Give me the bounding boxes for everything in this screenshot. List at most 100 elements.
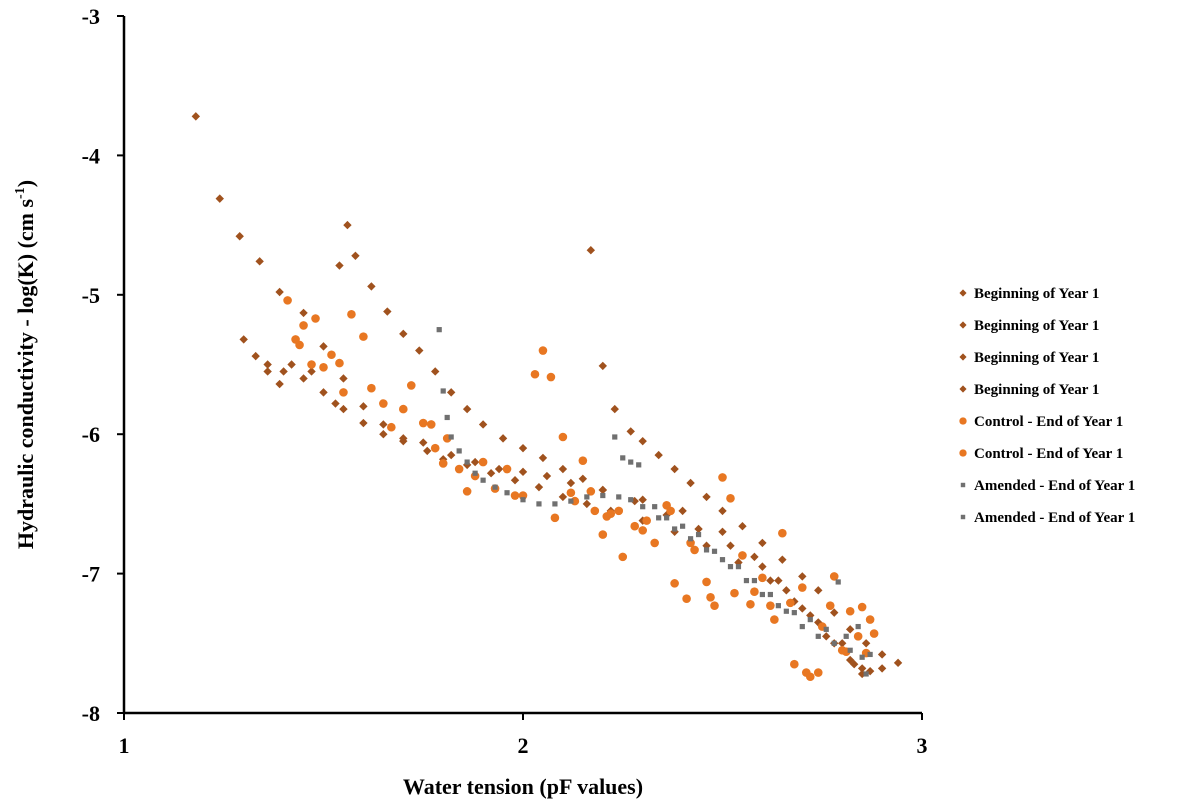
circle-point bbox=[283, 296, 292, 305]
square-point bbox=[799, 623, 805, 630]
circle-point bbox=[750, 587, 759, 597]
legend-item: Amended - End of Year 1 bbox=[960, 510, 1135, 526]
diamond-point bbox=[359, 402, 368, 411]
circle-point bbox=[387, 422, 396, 432]
diamond-point bbox=[686, 478, 695, 488]
y-tick-label: -4 bbox=[82, 143, 100, 168]
diamond-point bbox=[383, 307, 392, 316]
square-point bbox=[616, 494, 622, 500]
square-point bbox=[628, 459, 634, 465]
circle-point bbox=[558, 432, 568, 442]
legend-label: Control - End of Year 1 bbox=[974, 446, 1123, 462]
circle-point bbox=[690, 545, 699, 555]
diamond-point bbox=[558, 492, 568, 502]
diamond-point bbox=[558, 464, 568, 474]
diamond-point bbox=[239, 335, 248, 344]
y-axis-title-end: ) bbox=[13, 180, 38, 187]
circle-point bbox=[327, 350, 336, 360]
circle-point bbox=[311, 314, 320, 323]
circle-point bbox=[347, 310, 356, 319]
legend-square-marker bbox=[960, 482, 966, 488]
circle-point bbox=[869, 629, 879, 638]
circle-point bbox=[550, 513, 560, 523]
square-point bbox=[711, 548, 718, 554]
diamond-point bbox=[287, 360, 296, 369]
diamond-point bbox=[462, 404, 472, 414]
diamond-point bbox=[582, 499, 592, 509]
square-point bbox=[847, 647, 853, 653]
x-axis: 1 2 3 bbox=[119, 711, 928, 758]
circle-point bbox=[702, 577, 711, 587]
diamond-point bbox=[299, 374, 308, 383]
square-point bbox=[620, 455, 626, 461]
legend-item: Beginning of Year 1 bbox=[959, 318, 1099, 334]
square-point bbox=[855, 623, 861, 630]
diamond-point bbox=[798, 572, 807, 581]
circle-point bbox=[853, 632, 863, 641]
legend-item: Control - End of Year 1 bbox=[959, 414, 1123, 430]
square-point bbox=[652, 504, 658, 510]
circle-point bbox=[630, 521, 640, 531]
circle-point bbox=[454, 464, 464, 474]
circle-point bbox=[367, 383, 376, 393]
circle-point bbox=[359, 332, 368, 341]
diamond-point bbox=[822, 632, 831, 641]
diamond-point bbox=[893, 658, 903, 668]
square-point bbox=[743, 577, 750, 584]
diamond-point bbox=[275, 379, 284, 389]
diamond-point bbox=[359, 418, 368, 428]
circle-point bbox=[790, 659, 799, 669]
circle-point bbox=[586, 487, 596, 496]
circle-point bbox=[766, 601, 775, 610]
diamond-point bbox=[638, 436, 647, 446]
square-point bbox=[440, 388, 446, 394]
diamond-point bbox=[379, 420, 388, 429]
square-point bbox=[456, 448, 462, 454]
diamond-point bbox=[726, 541, 735, 550]
diamond-point bbox=[578, 474, 588, 484]
diamond-point bbox=[518, 443, 528, 453]
square-point bbox=[783, 608, 789, 614]
circle-point bbox=[857, 602, 867, 612]
square-point bbox=[831, 640, 837, 646]
diamond-point bbox=[379, 430, 388, 439]
circle-point bbox=[638, 526, 647, 535]
legend-diamond-marker bbox=[959, 289, 967, 297]
circle-point bbox=[670, 579, 679, 588]
legend-label: Beginning of Year 1 bbox=[974, 286, 1099, 302]
diamond-point bbox=[263, 367, 272, 376]
diamond-point bbox=[838, 639, 847, 648]
legend-square-marker bbox=[960, 514, 966, 520]
diamond-point bbox=[494, 464, 504, 474]
diamond-point bbox=[339, 404, 348, 414]
diamond-point bbox=[678, 506, 687, 516]
diamond-point bbox=[782, 586, 791, 595]
square-point bbox=[687, 536, 694, 542]
diamond-point bbox=[566, 478, 576, 488]
diamond-point bbox=[830, 608, 839, 617]
diamond-point bbox=[702, 541, 711, 550]
diamond-point bbox=[778, 555, 787, 564]
square-point bbox=[759, 591, 765, 598]
diamond-point bbox=[774, 576, 783, 585]
diamond-point bbox=[251, 351, 260, 361]
circle-point bbox=[770, 615, 779, 624]
circle-point bbox=[299, 321, 308, 330]
diamond-point bbox=[845, 655, 855, 665]
circle-point bbox=[307, 360, 316, 369]
diamond-point bbox=[758, 562, 767, 571]
diamond-point bbox=[750, 552, 759, 562]
diamond-point bbox=[654, 450, 663, 460]
diamond-point bbox=[367, 282, 376, 291]
circle-point bbox=[379, 399, 388, 408]
diamond-point bbox=[235, 232, 244, 241]
series-3 bbox=[263, 251, 867, 679]
diamond-point bbox=[670, 464, 679, 474]
circle-point bbox=[642, 516, 651, 525]
circle-point bbox=[730, 588, 739, 598]
square-point bbox=[640, 504, 646, 510]
diamond-point bbox=[470, 457, 480, 467]
series-6 bbox=[295, 340, 875, 677]
diamond-point bbox=[299, 308, 308, 318]
circle-point bbox=[618, 552, 628, 562]
